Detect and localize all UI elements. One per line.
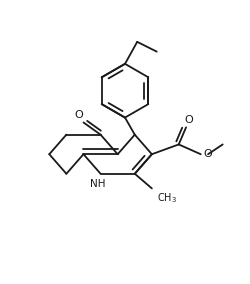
Text: CH$_3$: CH$_3$	[157, 191, 177, 205]
Text: NH: NH	[90, 179, 106, 189]
Text: O: O	[184, 115, 193, 125]
Text: O: O	[203, 149, 212, 159]
Text: O: O	[74, 110, 83, 120]
